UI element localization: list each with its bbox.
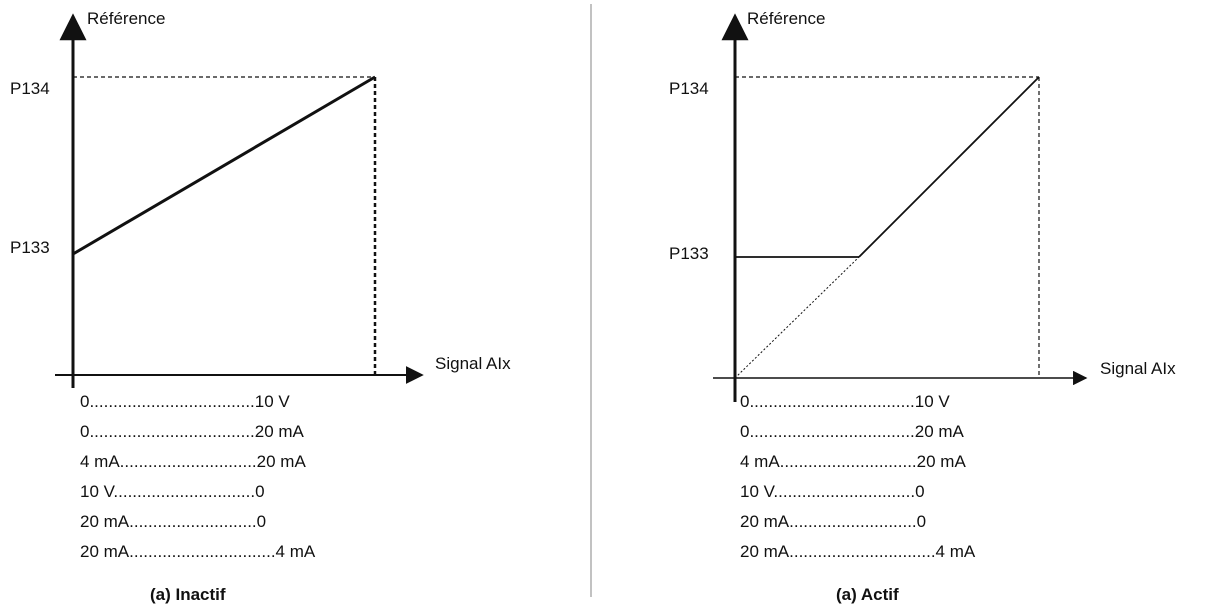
- right-panel: Référence Signal AIx P134 P133 0........…: [669, 9, 1176, 604]
- left-y-axis-label: Référence: [87, 9, 165, 28]
- right-x-axis-label: Signal AIx: [1100, 359, 1176, 378]
- right-range-row: 10 V..............................0: [740, 482, 925, 501]
- right-range-row: 20 mA...........................0: [740, 512, 926, 531]
- left-panel: Référence Signal AIx P134 P133 0........…: [10, 9, 511, 604]
- left-range-row: 4 mA.............................20 mA: [80, 452, 306, 471]
- left-caption: (a) Inactif: [150, 585, 226, 604]
- right-dotted-extension: [734, 256, 860, 379]
- left-x-axis-label: Signal AIx: [435, 354, 511, 373]
- left-range-row: 20 mA...........................0: [80, 512, 266, 531]
- right-rising-segment: [858, 76, 1040, 258]
- left-range-row: 0...................................20 m…: [80, 422, 305, 441]
- right-range-row: 0...................................10 V: [740, 392, 950, 411]
- right-p133-label: P133: [669, 244, 709, 263]
- left-range-row: 0...................................10 V: [80, 392, 290, 411]
- right-range-row: 4 mA.............................20 mA: [740, 452, 966, 471]
- right-caption: (a) Actif: [836, 585, 899, 604]
- left-range-row: 20 mA...............................4 mA: [80, 542, 316, 561]
- right-range-row: 0...................................20 m…: [740, 422, 965, 441]
- left-p133-label: P133: [10, 238, 50, 257]
- right-p134-label: P134: [669, 79, 709, 98]
- right-range-row: 20 mA...............................4 mA: [740, 542, 976, 561]
- left-range-row: 10 V..............................0: [80, 482, 265, 501]
- left-p134-label: P134: [10, 79, 50, 98]
- left-reference-line: [72, 75, 376, 256]
- right-y-axis-label: Référence: [747, 9, 825, 28]
